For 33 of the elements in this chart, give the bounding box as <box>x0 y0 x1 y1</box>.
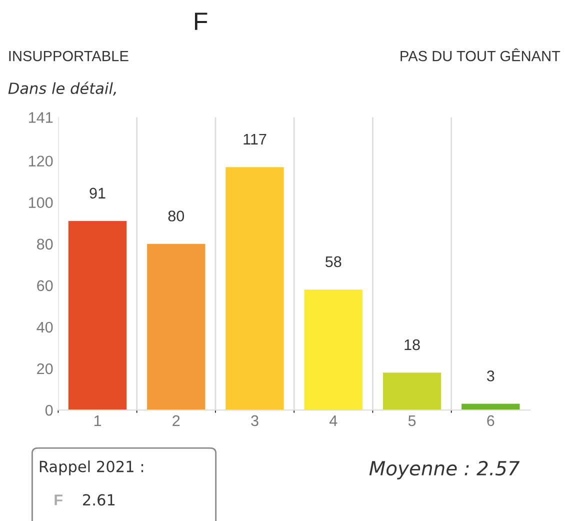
y-tick-label: 100 <box>29 197 53 208</box>
x-tick-label: 1 <box>94 415 102 426</box>
x-tick-label: 6 <box>487 415 494 426</box>
y-tick-label: 40 <box>36 322 53 333</box>
text: PAS DU TOUT GÊNANT <box>400 48 560 62</box>
data-label: 80 <box>168 210 184 222</box>
data-label: 3 <box>486 370 494 382</box>
x-tick-label: 3 <box>251 415 258 426</box>
text: INSUPPORTABLE <box>9 50 128 62</box>
text: F <box>54 494 62 506</box>
data-label: 91 <box>90 188 106 199</box>
text: Rappel 2021 : <box>40 460 144 476</box>
y-tick-label: 120 <box>29 156 53 167</box>
bar <box>68 221 127 410</box>
data-label: 18 <box>404 339 420 350</box>
data-label: 117 <box>244 134 266 144</box>
y-tick-label: 0 <box>45 404 53 416</box>
text: Moyenne : 2.57 <box>369 460 520 480</box>
x-tick-label: 2 <box>172 415 180 426</box>
chart-title: F <box>194 12 208 30</box>
data-label: 58 <box>326 256 342 268</box>
bar <box>147 244 206 410</box>
x-tick-label: 4 <box>330 415 338 426</box>
bar <box>226 167 284 410</box>
text: 2.61 <box>83 494 115 506</box>
y-tick-label: 20 <box>37 363 53 374</box>
bar <box>382 372 442 410</box>
bar <box>304 290 362 410</box>
y-tick-label: 80 <box>37 238 53 250</box>
y-tick-label: 141 <box>29 112 53 123</box>
x-tick-label: 5 <box>408 415 416 426</box>
text: Dans le détail, <box>8 82 116 96</box>
y-tick-label: 60 <box>37 280 53 292</box>
